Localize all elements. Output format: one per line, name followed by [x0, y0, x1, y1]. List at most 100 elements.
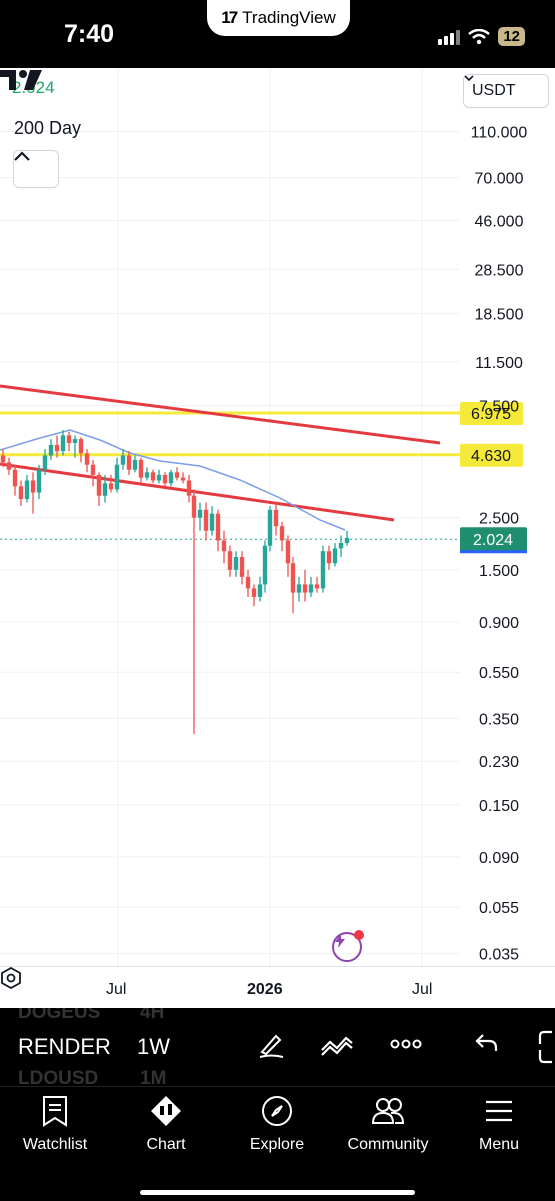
candle-up [320, 551, 326, 589]
candle-up [168, 472, 174, 484]
current-price-badge [460, 527, 527, 553]
symbol-toolbar: DOGEUS LDOUSD 4H 1M RENDER 1W [0, 1008, 555, 1086]
lightning-icon [335, 934, 345, 948]
ghost-interval-below: 1M [140, 1068, 167, 1086]
ghost-symbol-above: DOGEUS [18, 1008, 101, 1023]
candle-up [72, 439, 78, 443]
price-axis-label: 0.055 [479, 900, 519, 917]
candle-down [90, 464, 96, 475]
candle-up [132, 459, 138, 470]
candle-down [150, 472, 156, 481]
candle-down [138, 459, 144, 478]
candle-up [42, 455, 48, 470]
candle-down [96, 474, 102, 496]
candle-up [332, 548, 338, 564]
fullscreen-icon[interactable] [538, 1030, 555, 1064]
price-axis-label: 110.000 [471, 124, 528, 141]
chart-area[interactable]: 6.975 4.630 2.024 110.000 70.000 46.000 28.50… [0, 68, 555, 1008]
price-axis-label: 2.500 [479, 511, 519, 528]
status-time: 7:40 [64, 20, 115, 48]
signal-icon [438, 29, 461, 45]
compass-icon [262, 1096, 292, 1126]
nav-label-community: Community [347, 1136, 429, 1153]
moving-average-line [0, 429, 346, 531]
candle-down [314, 584, 320, 589]
nav-item-explore[interactable]: Explore [222, 1095, 332, 1154]
home-indicator [140, 1190, 415, 1195]
candle-down [302, 584, 308, 593]
price-axis-label: 18.500 [475, 306, 524, 323]
candle-down [108, 483, 114, 490]
current-price-badge-underline [460, 550, 527, 554]
nav-item-menu[interactable]: Menu [444, 1095, 554, 1154]
currency-select[interactable]: USDT [463, 74, 549, 108]
wifi-icon [468, 28, 491, 44]
candle-up [338, 543, 344, 549]
candle-down [221, 540, 227, 552]
upper-level-badge [460, 401, 523, 425]
chart-icon [151, 1096, 181, 1126]
chevron-up-icon [14, 151, 30, 161]
settings-icon[interactable] [0, 967, 22, 989]
symbol-picker[interactable]: RENDER [18, 1034, 111, 1059]
candle-up [24, 480, 30, 500]
candle-up [257, 584, 263, 597]
lower-level-badge [460, 443, 523, 467]
notification-dot [354, 930, 364, 940]
undo-icon[interactable] [474, 1030, 500, 1056]
candle-down [186, 480, 192, 496]
candle-down [174, 472, 180, 478]
upper-level-badge-label: 6.975 [471, 406, 511, 423]
indicators-icon[interactable] [320, 1030, 354, 1060]
time-axis[interactable]: Jul 2026 Jul [0, 966, 555, 1008]
candle-down [6, 462, 12, 470]
candle-up [156, 474, 162, 481]
candle-down [215, 513, 221, 541]
price-chart[interactable]: 6.975 4.630 2.024 110.000 70.000 46.000 28.50… [0, 68, 555, 966]
drawing-pen-icon[interactable] [256, 1030, 286, 1060]
price-axis-label: 0.150 [479, 798, 519, 815]
candle-up [48, 444, 54, 456]
flash-alert-button[interactable] [332, 930, 364, 962]
more-options-icon[interactable] [390, 1038, 422, 1050]
candle-up [102, 483, 108, 496]
nav-label-explore: Explore [249, 1136, 305, 1153]
nav-item-community[interactable]: Community [333, 1095, 443, 1154]
nav-item-watchlist[interactable]: Watchlist [0, 1095, 110, 1154]
price-axis-label: 0.090 [479, 850, 519, 867]
price-axis-label: 70.000 [475, 171, 524, 188]
candle-down [84, 453, 90, 465]
app-pill[interactable]: 17 TradingView [207, 0, 350, 36]
candle-up [233, 557, 239, 570]
ghost-symbol-below: LDOUSD [18, 1068, 99, 1086]
candle-up [308, 584, 314, 593]
time-label-year: 2026 [247, 981, 283, 998]
nav-item-chart[interactable]: Chart [111, 1095, 221, 1154]
upper-trendline [0, 384, 441, 445]
collapse-legend-button[interactable] [13, 150, 59, 188]
candle-up [197, 509, 203, 518]
interval-picker[interactable]: 1W [137, 1034, 170, 1059]
candle-up [114, 464, 120, 490]
candle-down [12, 469, 18, 487]
price-axis-label: 7.500 [479, 399, 519, 416]
candle-up [60, 435, 66, 452]
candle-down [18, 486, 24, 500]
tradingview-logo-icon: 17 [221, 8, 238, 27]
status-bar: 7:40 17 TradingView 12 [0, 0, 555, 68]
time-label-jul: Jul [106, 981, 127, 998]
price-axis-label: 0.350 [479, 711, 519, 728]
lower-trendline [0, 462, 395, 522]
tradingview-watermark-icon [0, 70, 42, 90]
chevron-down-icon [464, 75, 474, 81]
candle-down [180, 477, 186, 481]
price-axis-label: 0.900 [479, 615, 519, 632]
nav-label-watchlist: Watchlist [22, 1136, 88, 1153]
candle-down [54, 444, 60, 452]
indicator-name: 200 Day [14, 118, 82, 138]
lower-level-badge-label: 4.630 [471, 448, 511, 465]
candle-down [285, 540, 291, 564]
candle-down [251, 588, 257, 597]
candle-up [120, 455, 126, 465]
ghost-interval-above: 4H [140, 1008, 165, 1023]
